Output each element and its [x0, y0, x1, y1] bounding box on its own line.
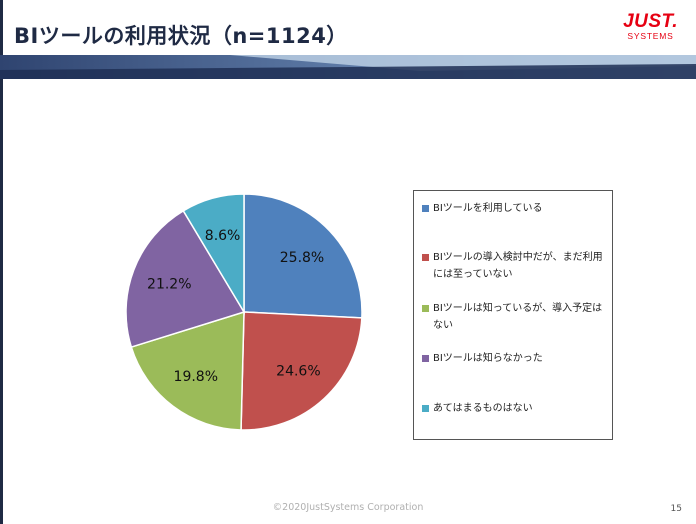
- legend-swatch: [422, 254, 429, 261]
- footer-copyright: ©2020JustSystems Corporation: [272, 502, 424, 513]
- legend-item: BIツールは知らなかった: [422, 350, 608, 367]
- pie-slice: [125, 209, 246, 348]
- legend-swatch: [422, 205, 429, 212]
- slice-data-label: 25.8%: [280, 250, 324, 266]
- logo: JUST. SYSTEMS: [623, 12, 678, 41]
- logo-sub-text: SYSTEMS: [627, 31, 674, 41]
- legend-item: BIツールを利用している: [422, 200, 608, 217]
- slice-data-label: 8.6%: [205, 228, 241, 244]
- legend-label: BIツールを利用している: [433, 203, 543, 214]
- slice-data-label: 19.8%: [174, 369, 218, 385]
- left-edge-bar: [0, 0, 3, 524]
- legend-swatch: [422, 355, 429, 362]
- legend-label: BIツールは知っているが、導入予定はない: [433, 303, 603, 331]
- page-number: 15: [670, 504, 682, 514]
- pie-slice: [130, 310, 245, 431]
- legend-item: BIツールの導入検討中だが、まだ利用には至っていない: [422, 249, 608, 283]
- legend-label: あてはまるものはない: [433, 403, 533, 414]
- legend-item: BIツールは知っているが、導入予定はない: [422, 300, 608, 334]
- logo-main-text: JUST.: [623, 11, 678, 32]
- header-band: [0, 55, 696, 79]
- legend-label: BIツールは知らなかった: [433, 353, 543, 364]
- pie-slice: [243, 193, 363, 319]
- legend-swatch: [422, 405, 429, 412]
- slice-data-label: 21.2%: [147, 277, 191, 293]
- slice-data-label: 24.6%: [276, 364, 320, 380]
- legend-swatch: [422, 305, 429, 312]
- chart-legend: BIツールを利用している BIツールの導入検討中だが、まだ利用には至っていない …: [413, 190, 613, 440]
- pie-slice: [240, 311, 363, 431]
- legend-label: BIツールの導入検討中だが、まだ利用には至っていない: [433, 252, 603, 280]
- pie-slice: [182, 193, 245, 315]
- legend-item: あてはまるものはない: [422, 400, 608, 417]
- slide-title: BIツールの利用状況（n=1124）: [14, 24, 348, 48]
